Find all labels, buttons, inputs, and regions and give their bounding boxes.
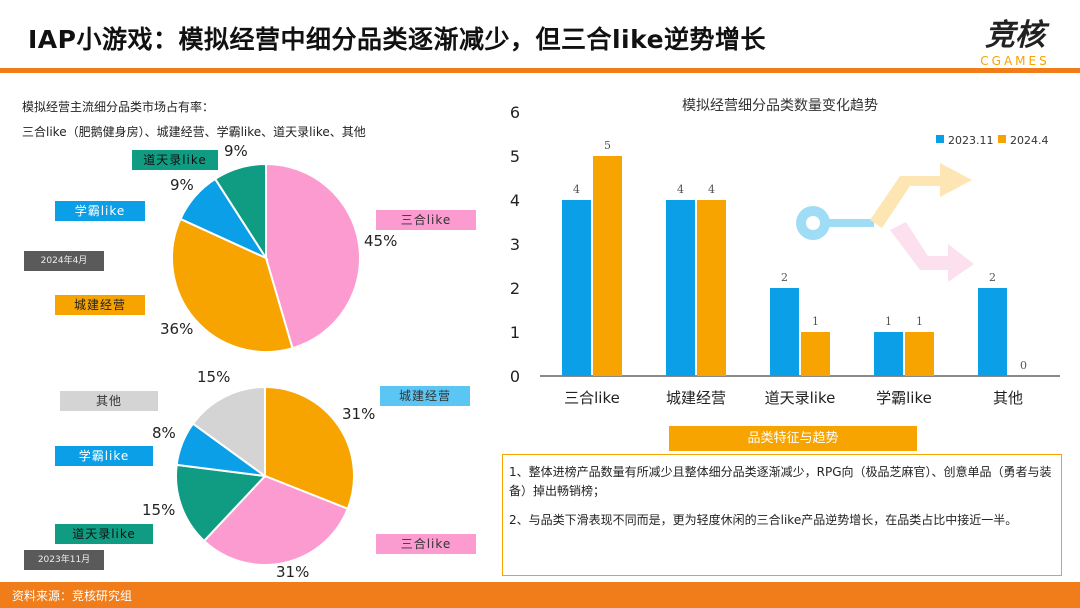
pie-2024-apr	[0, 0, 1, 1]
pie2-slice-0	[264, 385, 355, 511]
legend-label-2024.4: 2024.4	[1010, 134, 1049, 147]
decor-arrow-up	[870, 163, 972, 228]
decor-key-hole	[806, 216, 820, 230]
pie2-pct-xueba: 8%	[152, 424, 176, 442]
bar-2024.4-道天录like	[801, 332, 830, 376]
footer-source: 资料来源：竞核研究组	[12, 589, 133, 603]
bar-2023.11-三合like	[562, 200, 591, 376]
x-tick-label: 城建经营	[666, 389, 726, 407]
bar-value-label: 4	[677, 183, 684, 196]
pie2-pct-sanhe: 31%	[276, 563, 310, 581]
pie2-pct-other: 15%	[197, 368, 231, 386]
bar-2023.11-学霸like	[874, 332, 903, 376]
y-tick-label: 1	[510, 323, 520, 342]
bar-value-label: 4	[708, 183, 715, 196]
pie-chart-2024-apr	[171, 162, 361, 353]
pie-caption-line1: 模拟经营主流细分品类市场占有率：	[22, 100, 215, 114]
bar-value-label: 2	[781, 271, 788, 284]
bar-value-label: 1	[812, 315, 819, 328]
legend-swatch-2023.11	[936, 135, 944, 143]
bar-2024.4-城建经营	[697, 200, 726, 376]
bar-2024.4-学霸like	[905, 332, 934, 376]
pie-chart-2023-nov	[175, 385, 355, 566]
pie-caption-line2: 三合like（肥鹅健身房）、城建经营、学霸like、道天录like、其他	[22, 125, 366, 139]
pie2-date-label: 2023年11月	[24, 550, 104, 570]
bar-chart-category-count: 模拟经营细分品类数量变化趋势 0 1 2 3 4 5 6 4 5 三合like 4 4 城建经营 2 1 道天录…	[510, 98, 1060, 407]
pie1-slice-0	[265, 162, 361, 350]
bar-value-label: 5	[604, 139, 611, 152]
legend-swatch-2024.4	[998, 135, 1006, 143]
pie1-pct-xueba: 9%	[170, 176, 194, 194]
pie2-slice-1	[202, 474, 350, 566]
pie1-slice-3	[213, 162, 267, 262]
pie1-legend-sanhe: 三合like	[376, 210, 476, 230]
pie1-pct-chengjian: 36%	[160, 320, 194, 338]
pie1-pct-daotian: 9%	[224, 142, 248, 160]
footer-bar: 资料来源：竞核研究组	[0, 582, 1080, 608]
pie2-pct-daotian: 15%	[142, 501, 176, 519]
notes-box: 1、整体进榜产品数量有所减少且整体细分品类逐渐减少，RPG向（极品芝麻官）、创意…	[502, 454, 1062, 576]
pie2-legend-other: 其他	[60, 391, 158, 411]
bar-value-label: 0	[1020, 359, 1027, 372]
y-tick-label: 6	[510, 103, 520, 122]
note-item-2: 2、与品类下滑表现不同而是，更为轻度休闲的三合like产品逆势增长，在品类占比中…	[509, 513, 1018, 527]
x-tick-label: 其他	[993, 389, 1023, 407]
pie1-legend-xueba: 学霸like	[55, 201, 145, 221]
bar-value-label: 1	[885, 315, 892, 328]
pie1-slice-1	[171, 217, 294, 353]
title-divider	[0, 68, 1080, 73]
y-tick-label: 2	[510, 279, 520, 298]
pie1-legend-chengjian: 城建经营	[55, 295, 145, 315]
bar-value-label: 4	[573, 183, 580, 196]
pie2-legend-xueba: 学霸like	[55, 446, 153, 466]
pie2-legend-sanhe: 三合like	[376, 534, 476, 554]
page-title: IAP小游戏：模拟经营中细分品类逐渐减少，但三合like逆势增长	[28, 25, 767, 54]
logo-chinese-text: 竞核	[985, 18, 1045, 53]
pie2-slice-4	[191, 385, 266, 478]
bar-2023.11-道天录like	[770, 288, 799, 376]
notes-header: 品类特征与趋势	[669, 426, 917, 451]
pie2-pct-chengjian: 31%	[342, 405, 376, 423]
bar-value-label: 1	[916, 315, 923, 328]
bar-2023.11-其他	[978, 288, 1007, 376]
pie1-date-label: 2024年4月	[24, 251, 104, 271]
bar-chart-title: 模拟经营细分品类数量变化趋势	[682, 98, 878, 114]
pie1-pct-sanhe: 45%	[364, 232, 398, 250]
logo-english-text: CGAMES	[980, 54, 1050, 68]
y-tick-label: 4	[510, 191, 520, 210]
y-tick-label: 3	[510, 235, 520, 254]
x-tick-label: 三合like	[564, 389, 620, 407]
legend-label-2023.11: 2023.11	[948, 134, 994, 147]
x-tick-label: 道天录like	[765, 389, 836, 407]
pie2-legend-chengjian: 城建经营	[380, 386, 470, 406]
x-tick-label: 学霸like	[876, 389, 932, 407]
y-tick-label: 5	[510, 147, 520, 166]
decor-arrow-down	[890, 222, 974, 282]
note-item-1: 1、整体进榜产品数量有所减少且整体细分品类逐渐减少，RPG向（极品芝麻官）、创意…	[509, 465, 1052, 498]
bar-2024.4-三合like	[593, 156, 622, 376]
pie1-legend-daotian: 道天录like	[132, 150, 218, 170]
pie2-legend-daotian: 道天录like	[55, 524, 153, 544]
decor-key-shaft	[828, 219, 874, 227]
pie2-slice-2	[175, 463, 268, 543]
brand-logo: 竞核 CGAMES	[970, 18, 1060, 68]
bar-value-label: 2	[989, 271, 996, 284]
bar-2023.11-城建经营	[666, 200, 695, 376]
y-tick-label: 0	[510, 367, 520, 386]
